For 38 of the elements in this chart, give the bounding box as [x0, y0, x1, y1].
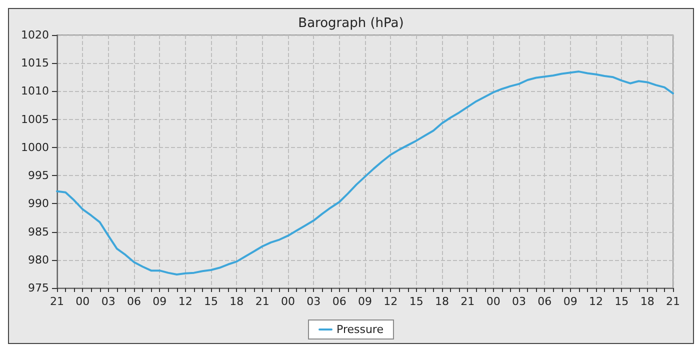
y-tick-label: 1020: [21, 28, 49, 42]
x-tick-label: 09: [563, 295, 578, 308]
y-tick-label: 1015: [21, 56, 49, 70]
x-tick-label: 21: [255, 295, 270, 308]
x-tick-label: 12: [589, 295, 603, 308]
y-tick-label: 1000: [21, 140, 49, 154]
x-tick-label: 00: [486, 295, 500, 308]
x-tick-label: 21: [666, 295, 680, 308]
x-tick-label: 00: [76, 295, 90, 308]
y-tick-label: 985: [28, 225, 49, 238]
x-tick-label: 12: [384, 295, 398, 308]
y-tick-label: 990: [28, 197, 49, 210]
y-tick-label: 1010: [21, 84, 49, 98]
y-tick-label: 975: [28, 282, 49, 294]
x-tick-label: 18: [640, 295, 654, 308]
y-tick-label: 1005: [21, 112, 49, 126]
x-tick-label: 09: [152, 295, 167, 308]
x-tick-label: 03: [306, 295, 321, 308]
x-tick-label: 18: [435, 295, 449, 308]
x-tick-label: 15: [614, 295, 629, 308]
x-tick-label: 09: [358, 295, 372, 308]
x-tick-label: 03: [101, 295, 116, 308]
x-tick-label: 15: [204, 295, 218, 308]
x-tick-label: 06: [332, 295, 346, 308]
x-tick-label: 21: [460, 295, 475, 308]
x-tick-label: 03: [512, 295, 526, 308]
x-tick-label: 15: [409, 295, 424, 308]
x-tick-label: 00: [281, 295, 295, 308]
chart-title: Barograph (hPa): [298, 16, 404, 31]
x-tick-label: 06: [538, 295, 552, 308]
x-tick-label: 12: [178, 295, 192, 308]
line-series: [56, 70, 674, 276]
legend-label: Pressure: [336, 323, 384, 336]
x-tick-label: 18: [230, 295, 244, 308]
x-tick-label: 06: [127, 295, 141, 308]
y-tick-label: 980: [28, 253, 49, 266]
y-tick-label: 995: [28, 169, 49, 182]
x-tick-label: 21: [50, 295, 64, 308]
